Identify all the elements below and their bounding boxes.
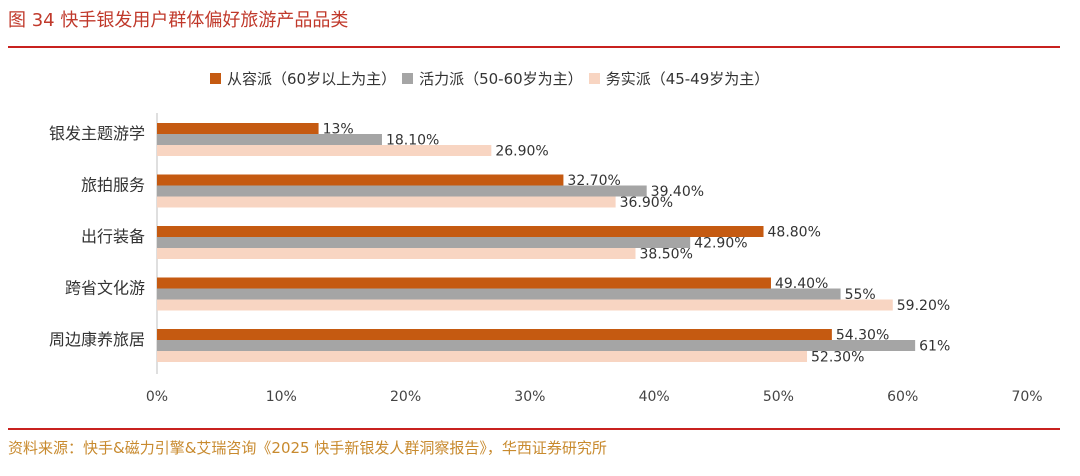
- x-tick-label: 40%: [639, 389, 670, 405]
- bar-series-2: [157, 237, 691, 248]
- bar-series-1: [157, 123, 319, 134]
- category-label: 银发主题游学: [49, 124, 145, 143]
- legend-label-series-1: 从容派（60岁以上为主）: [227, 69, 397, 88]
- legend-label-series-3: 务实派（45-49岁为主）: [605, 69, 770, 88]
- bar-series-1: [157, 174, 564, 186]
- legend-item-series-2: 活力派（50-60岁为主）: [402, 68, 583, 89]
- data-label-series-3: 36.90%: [620, 195, 673, 211]
- category-label: 跨省文化游: [65, 279, 145, 298]
- bar-series-3: [157, 248, 636, 259]
- category-label: 出行装备: [81, 227, 145, 246]
- bar-series-3: [157, 145, 492, 156]
- source-note: 资料来源：快手&磁力引擎&艾瑞咨询《2025 快手新银发人群洞察报告》，华西证券…: [8, 439, 607, 457]
- data-label-series-3: 59.20%: [897, 298, 950, 314]
- data-label-series-2: 55%: [845, 287, 876, 303]
- x-tick-label: 10%: [266, 389, 297, 405]
- data-label-series-3: 38.50%: [640, 247, 693, 263]
- top-divider: [8, 46, 1060, 48]
- bar-series-1: [157, 329, 832, 340]
- bar-series-3: [157, 351, 808, 362]
- legend-swatch-series-3: [588, 72, 600, 84]
- data-label-series-1: 13%: [323, 122, 354, 138]
- bar-series-2: [157, 134, 382, 145]
- bar-series-1: [157, 226, 764, 237]
- legend-swatch-series-1: [210, 72, 221, 84]
- plot-area: 银发主题游学 13% 18.10% 26.90% 旅拍服务 32.70% 39.40%36.…: [49, 113, 1043, 405]
- x-tick-label: 60%: [887, 389, 918, 405]
- bar-series-2: [157, 288, 841, 300]
- x-tick-label: 50%: [763, 389, 794, 405]
- bar-series-1: [157, 277, 771, 289]
- x-tick-label: 70%: [1011, 389, 1042, 405]
- bottom-divider: [8, 428, 1060, 430]
- data-label-series-1: 48.80%: [768, 225, 821, 241]
- data-label-series-2: 61%: [919, 339, 950, 355]
- bar-series-2: [157, 340, 916, 351]
- figure-title: 图 34 快手银发用户群体偏好旅游产品品类: [8, 10, 349, 31]
- data-label-series-2: 39.40%: [651, 184, 704, 200]
- data-label-series-1: 32.70%: [567, 173, 620, 189]
- category-label: 周边康养旅居: [49, 330, 145, 349]
- data-label-series-3: 26.90%: [495, 144, 548, 160]
- bar-series-3: [157, 299, 893, 311]
- data-label-series-1: 49.40%: [775, 276, 828, 292]
- bar-series-3: [157, 196, 616, 208]
- legend-label-series-2: 活力派（50-60岁为主）: [419, 69, 583, 88]
- legend-item-series-1: 从容派（60岁以上为主）: [210, 68, 396, 89]
- category-label: 旅拍服务: [81, 176, 145, 195]
- legend-item-series-3: 务实派（45-49岁为主）: [588, 68, 770, 89]
- data-label-series-2: 18.10%: [386, 133, 439, 149]
- x-tick-label: 30%: [514, 389, 545, 405]
- data-label-series-3: 52.30%: [811, 350, 864, 366]
- legend-swatch-series-2: [402, 72, 414, 84]
- x-tick-label: 0%: [146, 389, 168, 405]
- data-label-series-1: 54.30%: [836, 328, 889, 344]
- data-label-series-2: 42.90%: [694, 236, 747, 252]
- x-tick-label: 20%: [390, 389, 421, 405]
- chart-legend: 从容派（60岁以上为主） 活力派（50-60岁为主） 务实派（45-49岁为主）: [210, 68, 775, 88]
- bar-series-2: [157, 185, 647, 197]
